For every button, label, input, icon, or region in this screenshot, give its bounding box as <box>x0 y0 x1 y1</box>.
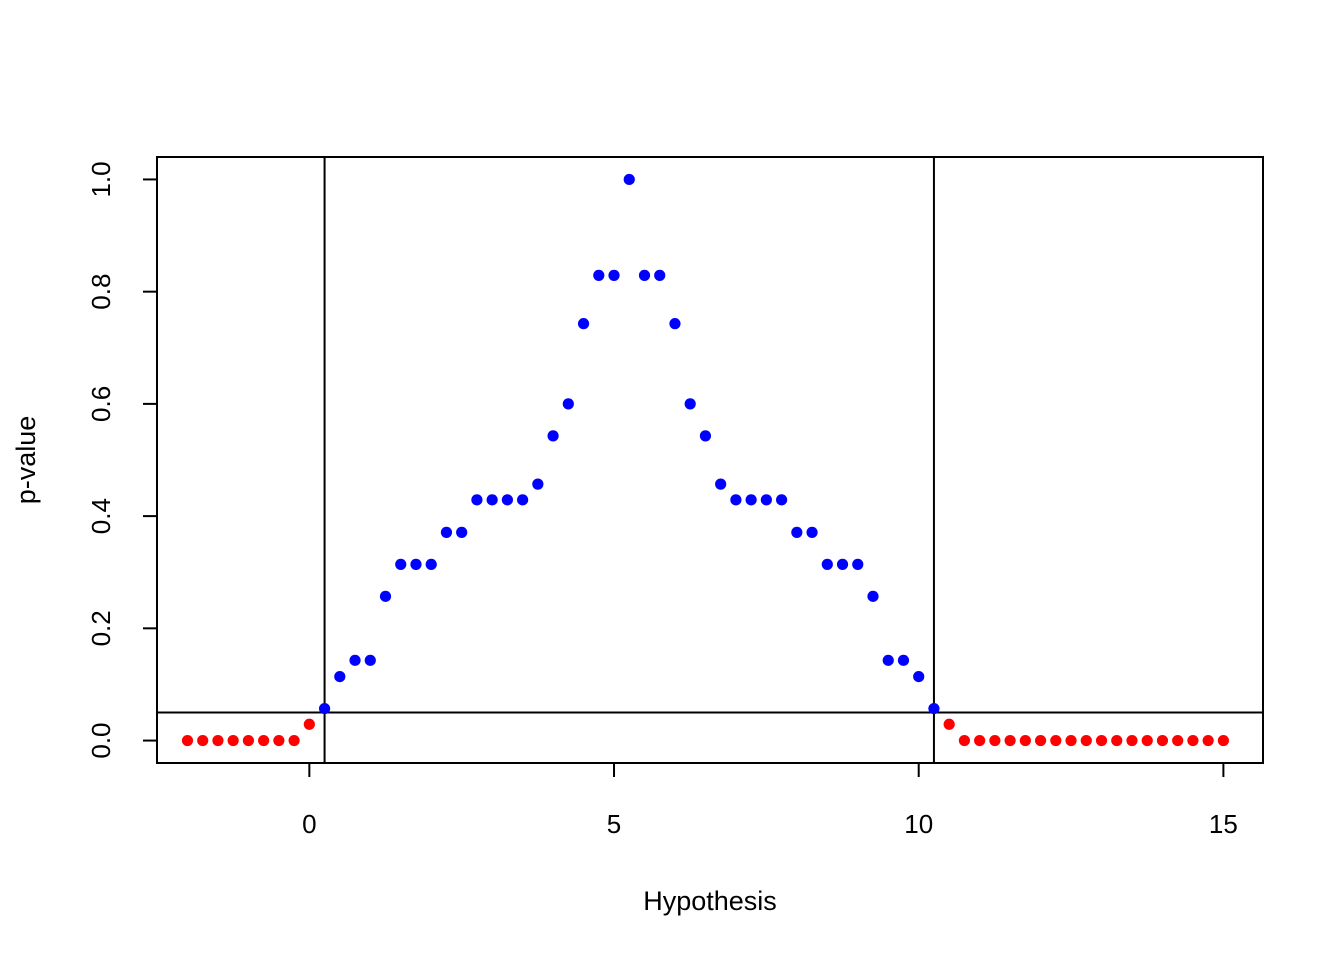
data-point <box>1080 734 1092 747</box>
y-axis: 0.0 0.2 0.4 0.6 0.8 1.0 <box>86 161 158 759</box>
data-point <box>501 494 513 506</box>
data-point <box>379 590 392 602</box>
data-point <box>577 318 590 330</box>
data-point <box>882 654 894 666</box>
data-point <box>897 654 910 666</box>
data-point <box>654 269 666 281</box>
data-point <box>349 654 361 666</box>
data-point <box>334 670 346 683</box>
data-point <box>197 734 209 747</box>
data-point <box>806 526 818 538</box>
data-point <box>715 478 727 490</box>
y-tick-label: 1.0 <box>86 161 116 197</box>
y-tick-label: 0.8 <box>86 274 116 310</box>
data-point <box>410 558 422 570</box>
data-point <box>517 494 529 506</box>
y-tick-label: 0.2 <box>86 610 116 646</box>
data-point <box>791 526 803 538</box>
data-point <box>318 702 331 715</box>
data-point <box>425 558 437 570</box>
data-point <box>1111 734 1123 747</box>
data-point <box>867 590 879 602</box>
data-point <box>958 734 971 747</box>
data-point <box>242 734 255 747</box>
data-point <box>1004 734 1016 747</box>
data-point <box>836 558 849 570</box>
data-point <box>364 654 376 666</box>
y-tick-label: 0.0 <box>86 722 116 758</box>
data-points <box>181 173 1229 747</box>
data-point <box>1050 734 1062 747</box>
data-point <box>593 269 605 281</box>
data-point <box>1172 734 1184 747</box>
data-point <box>1141 734 1153 747</box>
data-point <box>1095 734 1108 747</box>
y-tick-label: 0.4 <box>86 498 116 534</box>
data-point <box>258 734 270 747</box>
data-point <box>547 430 559 442</box>
plot-frame <box>156 156 1264 764</box>
data-point <box>395 558 407 570</box>
data-point <box>776 494 788 506</box>
data-point <box>288 734 300 747</box>
data-point <box>471 494 483 506</box>
data-point <box>1065 734 1077 747</box>
data-point <box>440 526 453 538</box>
data-point <box>181 734 194 747</box>
data-point <box>562 398 574 410</box>
data-point <box>730 494 742 506</box>
data-point <box>227 734 239 747</box>
data-point <box>745 494 757 506</box>
data-point <box>852 558 864 570</box>
data-point <box>928 702 940 715</box>
data-point <box>684 398 696 410</box>
data-point <box>989 734 1001 747</box>
data-point <box>212 734 224 747</box>
data-point <box>1187 734 1199 747</box>
data-point <box>943 718 955 730</box>
data-point <box>638 269 651 281</box>
data-point <box>913 670 925 683</box>
data-point <box>1156 734 1169 747</box>
data-point <box>669 318 681 330</box>
x-tick-label: 15 <box>1209 809 1238 839</box>
x-axis-title: Hypothesis <box>643 886 777 916</box>
data-point <box>486 494 498 506</box>
data-point <box>699 430 712 442</box>
x-tick-label: 10 <box>904 809 933 839</box>
data-point <box>760 494 772 506</box>
y-tick-label: 0.6 <box>86 386 116 422</box>
data-point <box>303 718 315 730</box>
data-point <box>1217 734 1229 747</box>
data-point <box>1126 734 1138 747</box>
data-point <box>974 734 986 747</box>
data-point <box>1034 734 1047 747</box>
data-point <box>456 526 468 538</box>
reference-lines <box>157 157 1263 763</box>
data-point <box>821 558 833 570</box>
data-point <box>623 173 635 186</box>
data-point <box>532 478 544 490</box>
x-axis: 0 5 10 15 <box>302 762 1238 839</box>
x-tick-label: 5 <box>607 809 621 839</box>
data-point <box>273 734 285 747</box>
data-point <box>1019 734 1031 747</box>
y-axis-title: p-value <box>11 416 41 505</box>
data-point <box>608 269 620 281</box>
x-tick-label: 0 <box>302 809 316 839</box>
data-point <box>1202 734 1214 747</box>
